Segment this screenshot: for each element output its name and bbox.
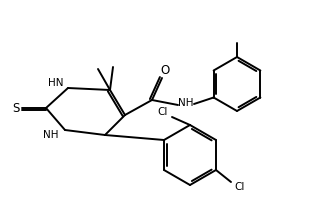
Text: NH: NH xyxy=(178,98,194,108)
Text: S: S xyxy=(12,102,20,114)
Text: NH: NH xyxy=(43,130,59,140)
Text: Cl: Cl xyxy=(235,182,245,192)
Text: HN: HN xyxy=(48,78,64,88)
Text: Cl: Cl xyxy=(158,107,168,117)
Text: O: O xyxy=(160,64,170,78)
